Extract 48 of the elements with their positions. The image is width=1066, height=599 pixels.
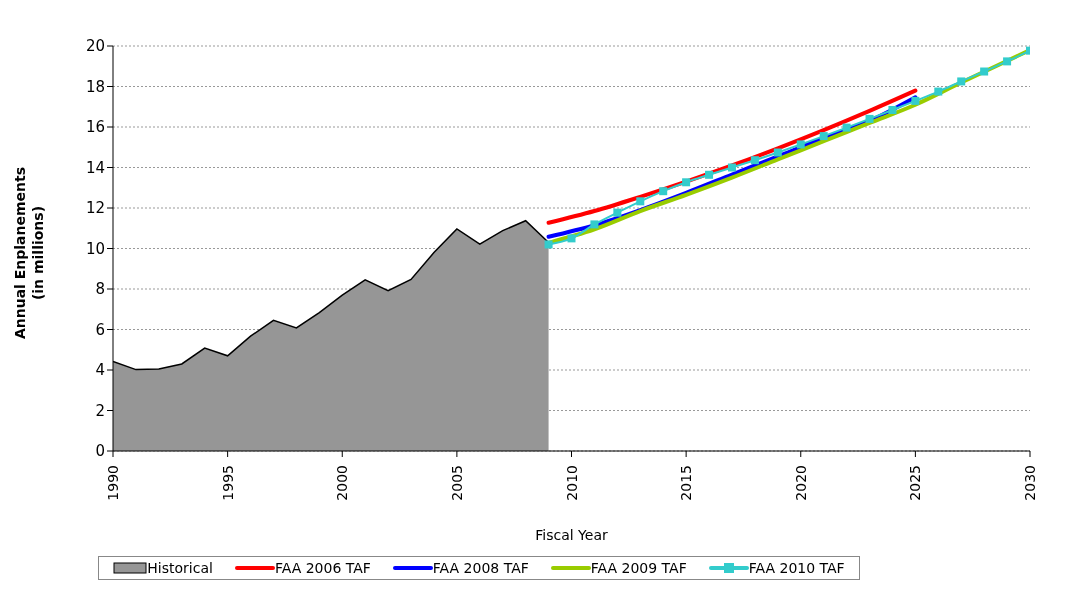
x-tick-label: 2015 xyxy=(678,465,695,501)
point xyxy=(819,132,828,141)
point xyxy=(659,187,668,196)
x-axis-title: Fiscal Year xyxy=(535,527,608,543)
legend-label: FAA 2006 TAF xyxy=(274,560,371,576)
legend-label: FAA 2010 TAF xyxy=(748,560,845,576)
x-tick-label: 1995 xyxy=(219,465,236,501)
x-tick-label: 2030 xyxy=(1022,465,1038,501)
legend-label: Historical xyxy=(147,560,213,576)
point xyxy=(1003,57,1012,66)
y-tick-label: 6 xyxy=(95,320,105,339)
point xyxy=(957,77,966,86)
y-tick-label: 10 xyxy=(85,239,105,258)
point xyxy=(727,163,736,172)
point xyxy=(682,178,691,187)
point xyxy=(796,140,805,149)
legend-label: FAA 2009 TAF xyxy=(590,560,687,576)
x-tick-label: 2000 xyxy=(334,465,351,501)
y-tick-label: 8 xyxy=(95,280,105,299)
y-tick-label: 0 xyxy=(95,442,105,461)
point xyxy=(636,197,645,206)
point xyxy=(888,105,897,114)
point xyxy=(980,67,989,76)
legend-label: FAA 2008 TAF xyxy=(432,560,529,576)
point xyxy=(934,87,943,96)
y-tick-label: 16 xyxy=(85,118,105,137)
x-tick-label: 2020 xyxy=(792,465,809,501)
point xyxy=(590,220,599,229)
y-tick-label: 2 xyxy=(95,401,105,420)
point xyxy=(705,170,714,179)
point xyxy=(750,156,759,165)
x-tick-label: 1990 xyxy=(105,465,121,501)
y-tick-label: 14 xyxy=(85,158,105,177)
x-tick-label: 2010 xyxy=(563,465,580,501)
point xyxy=(842,123,851,132)
point xyxy=(613,208,622,217)
y-tick-label: 18 xyxy=(85,77,105,96)
x-tick-label: 2025 xyxy=(907,465,924,501)
point xyxy=(567,234,576,243)
y-tick-label: 12 xyxy=(85,199,105,218)
point xyxy=(544,240,553,249)
y-axis-title: Annual Enplanements (in millions) xyxy=(11,165,47,342)
y-tick-label: 4 xyxy=(95,361,105,380)
point xyxy=(773,148,782,157)
y-tick-label: 20 xyxy=(85,37,105,56)
point xyxy=(865,114,874,123)
point xyxy=(911,96,920,105)
x-tick-label: 2005 xyxy=(448,465,465,501)
